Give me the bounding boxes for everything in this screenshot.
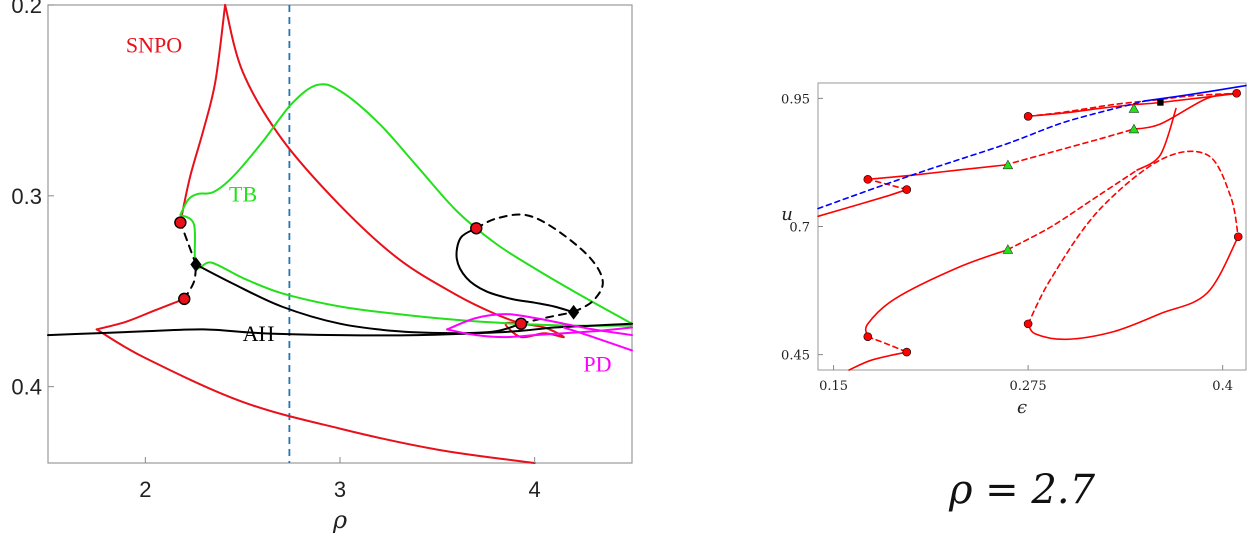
circle-marker-5 <box>1233 232 1243 242</box>
left-markers <box>174 216 580 330</box>
series-line-13 <box>1027 150 1239 325</box>
circle-marker-1 <box>178 292 191 306</box>
series-line-pd-14 <box>446 313 633 337</box>
series-line-ah-7 <box>47 322 633 337</box>
square-marker-12 <box>1157 99 1164 106</box>
series-line-7 <box>864 248 1009 338</box>
x-tick-label-0: 2 <box>139 477 151 502</box>
series-line-tb-5 <box>179 83 633 325</box>
series-line-6 <box>1027 92 1238 118</box>
y-tick-label-0: 0.2 <box>11 0 42 18</box>
plot-frame-right <box>817 82 1247 371</box>
left-annotations: SNPO TB AH PD <box>126 33 612 377</box>
series-line-ah-12 <box>475 213 604 314</box>
series-line-ah-8 <box>194 263 522 335</box>
series-line-snpo-1 <box>95 328 536 464</box>
x-tick-label-1: 0.275 <box>1009 379 1046 394</box>
series-line-15 <box>817 100 1146 210</box>
circle-marker-2 <box>470 222 483 235</box>
right-caption: ρ = 2.7 <box>948 467 1096 513</box>
circle-marker-3 <box>514 317 528 330</box>
circle-marker-4 <box>1023 319 1033 329</box>
x-tick-label-2: 4 <box>529 477 541 502</box>
triangle-marker-8 <box>1002 159 1014 170</box>
series-line-snpo-2 <box>179 4 227 224</box>
circle-marker-1 <box>902 185 912 194</box>
circle-marker-0 <box>863 175 873 184</box>
series-line-snpo-3 <box>224 4 522 325</box>
left-x-axis-label: ρ <box>332 506 347 534</box>
curve-label-ah: AH <box>243 321 275 346</box>
triangle-marker-11 <box>1128 123 1140 134</box>
series-line-10 <box>867 335 908 353</box>
x-tick-label-0: 0.15 <box>819 379 848 394</box>
series-line-pd-16 <box>562 326 633 352</box>
y-tick-label-1: 0.3 <box>11 184 42 209</box>
circle-marker-0 <box>174 216 187 229</box>
series-line-9 <box>1136 107 1177 171</box>
curve-label-snpo: SNPO <box>126 33 182 58</box>
right-curves <box>817 84 1247 371</box>
circle-marker-3 <box>1232 88 1241 98</box>
right-y-axis-label: u <box>781 204 793 225</box>
y-tick-label-1: 0.7 <box>789 221 810 236</box>
circle-marker-2 <box>1023 112 1033 121</box>
left-y-ticks: 0.2 0.3 0.4 <box>11 0 54 400</box>
triangle-marker-9 <box>1002 244 1014 254</box>
y-tick-label-2: 0.95 <box>781 92 810 107</box>
left-x-ticks: 2 3 4 <box>139 457 541 502</box>
circle-marker-7 <box>902 347 912 357</box>
curve-label-pd: PD <box>583 351 611 376</box>
chart-left: 2 3 4 0.2 0.3 0.4 SNPO TB AH PD ρ <box>11 0 633 534</box>
y-tick-label-2: 0.4 <box>11 375 42 400</box>
series-line-0 <box>817 188 908 218</box>
chart-right: 0.15 0.275 0.4 0.45 0.7 0.95 ϵ u ρ = 2.7 <box>781 82 1247 513</box>
series-line-2 <box>867 164 1006 181</box>
right-y-ticks: 0.45 0.7 0.95 <box>781 92 823 364</box>
curve-label-tb: TB <box>229 182 257 207</box>
plot-frame-left <box>47 4 633 464</box>
diamond-marker-4 <box>190 257 202 272</box>
triangle-marker-10 <box>1128 103 1140 113</box>
series-line-ah-9 <box>455 227 575 314</box>
series-line-pd-15 <box>446 326 633 339</box>
series-line-11 <box>848 351 908 371</box>
x-tick-label-2: 0.4 <box>1212 379 1233 394</box>
series-line-snpo-0 <box>95 297 186 331</box>
series-line-3 <box>1004 128 1135 166</box>
series-line-ah-11 <box>179 221 197 266</box>
series-line-4 <box>1133 92 1238 130</box>
right-x-ticks: 0.15 0.275 0.4 <box>819 365 1233 394</box>
series-line-8 <box>1007 169 1138 251</box>
series-line-14 <box>1144 84 1247 102</box>
series-line-5 <box>1027 92 1239 118</box>
x-tick-label-1: 3 <box>334 477 346 502</box>
right-x-axis-label: ϵ <box>1017 397 1027 418</box>
series-line-12 <box>1027 235 1239 341</box>
right-markers <box>863 88 1243 357</box>
diamond-marker-5 <box>568 304 580 320</box>
circle-marker-6 <box>863 332 873 341</box>
y-tick-label-0: 0.45 <box>781 349 810 364</box>
left-curves <box>47 4 633 464</box>
